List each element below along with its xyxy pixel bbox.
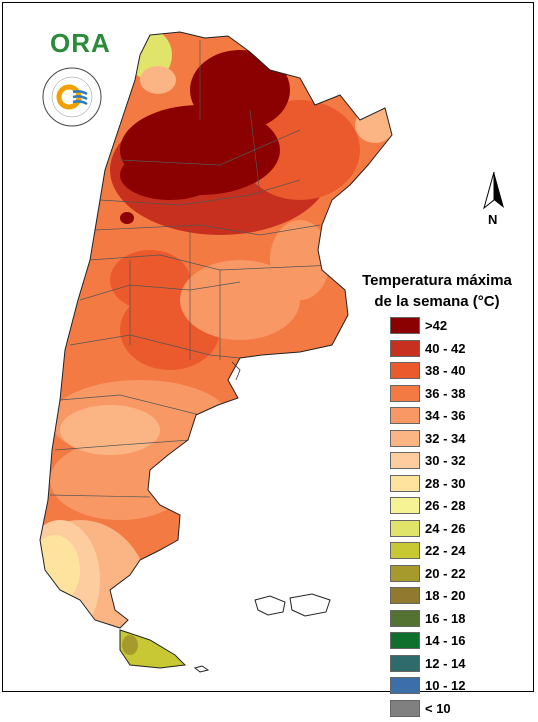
legend-label: 40 - 42: [425, 340, 466, 356]
legend-label: 20 - 22: [425, 565, 466, 581]
legend-label: >42: [425, 318, 448, 333]
tierra-del-fuego: [119, 629, 187, 669]
legend-label: 16 - 18: [425, 610, 466, 626]
legend-title: Temperatura máxima de la semana (°C): [338, 270, 536, 312]
legend-swatch: [390, 497, 420, 514]
legend-swatch: [390, 677, 420, 694]
legend-swatch: [390, 474, 420, 492]
legend-label: 10 - 12: [425, 678, 466, 693]
legend-label: < 10: [425, 700, 451, 716]
legend-swatch: [390, 609, 420, 627]
smn-seal-icon: [42, 67, 102, 127]
north-arrow-icon: [483, 171, 504, 210]
legend-label: 32 - 34: [425, 430, 466, 446]
legend-label: 24 - 26: [425, 520, 466, 536]
legend-swatch: [390, 564, 420, 582]
legend-label: 22 - 24: [425, 543, 466, 558]
ora-logo: ORA: [50, 28, 111, 58]
legend-swatch: [390, 317, 420, 334]
legend-title-line1: Temperatura máxima: [362, 272, 512, 289]
legend-label: 12 - 14: [425, 655, 466, 671]
legend-swatch: [390, 407, 420, 424]
legend-label: 14 - 16: [425, 633, 466, 648]
legend-swatch: [390, 519, 420, 537]
argentina-temperature-map: [39, 31, 393, 673]
legend-label: 30 - 32: [425, 453, 466, 468]
legend-swatch: [390, 452, 420, 469]
legend-label: 34 - 36: [425, 408, 466, 423]
north-label: N: [488, 212, 498, 227]
legend-swatch: [390, 384, 420, 402]
legend-swatch: [390, 542, 420, 559]
legend-swatch: [390, 699, 420, 717]
province-borders: [49, 40, 336, 498]
legend-swatch: [390, 429, 420, 447]
legend-label: 36 - 38: [425, 385, 466, 401]
legend-swatch: [390, 362, 420, 379]
legend-swatch: [390, 587, 420, 604]
legend-title-line2: de la semana (°C): [374, 293, 500, 310]
legend-label: 18 - 20: [425, 588, 466, 603]
legend-swatch: [390, 339, 420, 357]
malvinas-islands: [254, 593, 331, 617]
small-islands: [193, 665, 210, 673]
legend-swatch: [390, 654, 420, 672]
legend-label: 38 - 40: [425, 363, 466, 378]
coast-detail: [231, 361, 241, 381]
legend-label: 26 - 28: [425, 498, 466, 513]
legend-label: 28 - 30: [425, 475, 466, 491]
legend-swatch: [390, 632, 420, 649]
